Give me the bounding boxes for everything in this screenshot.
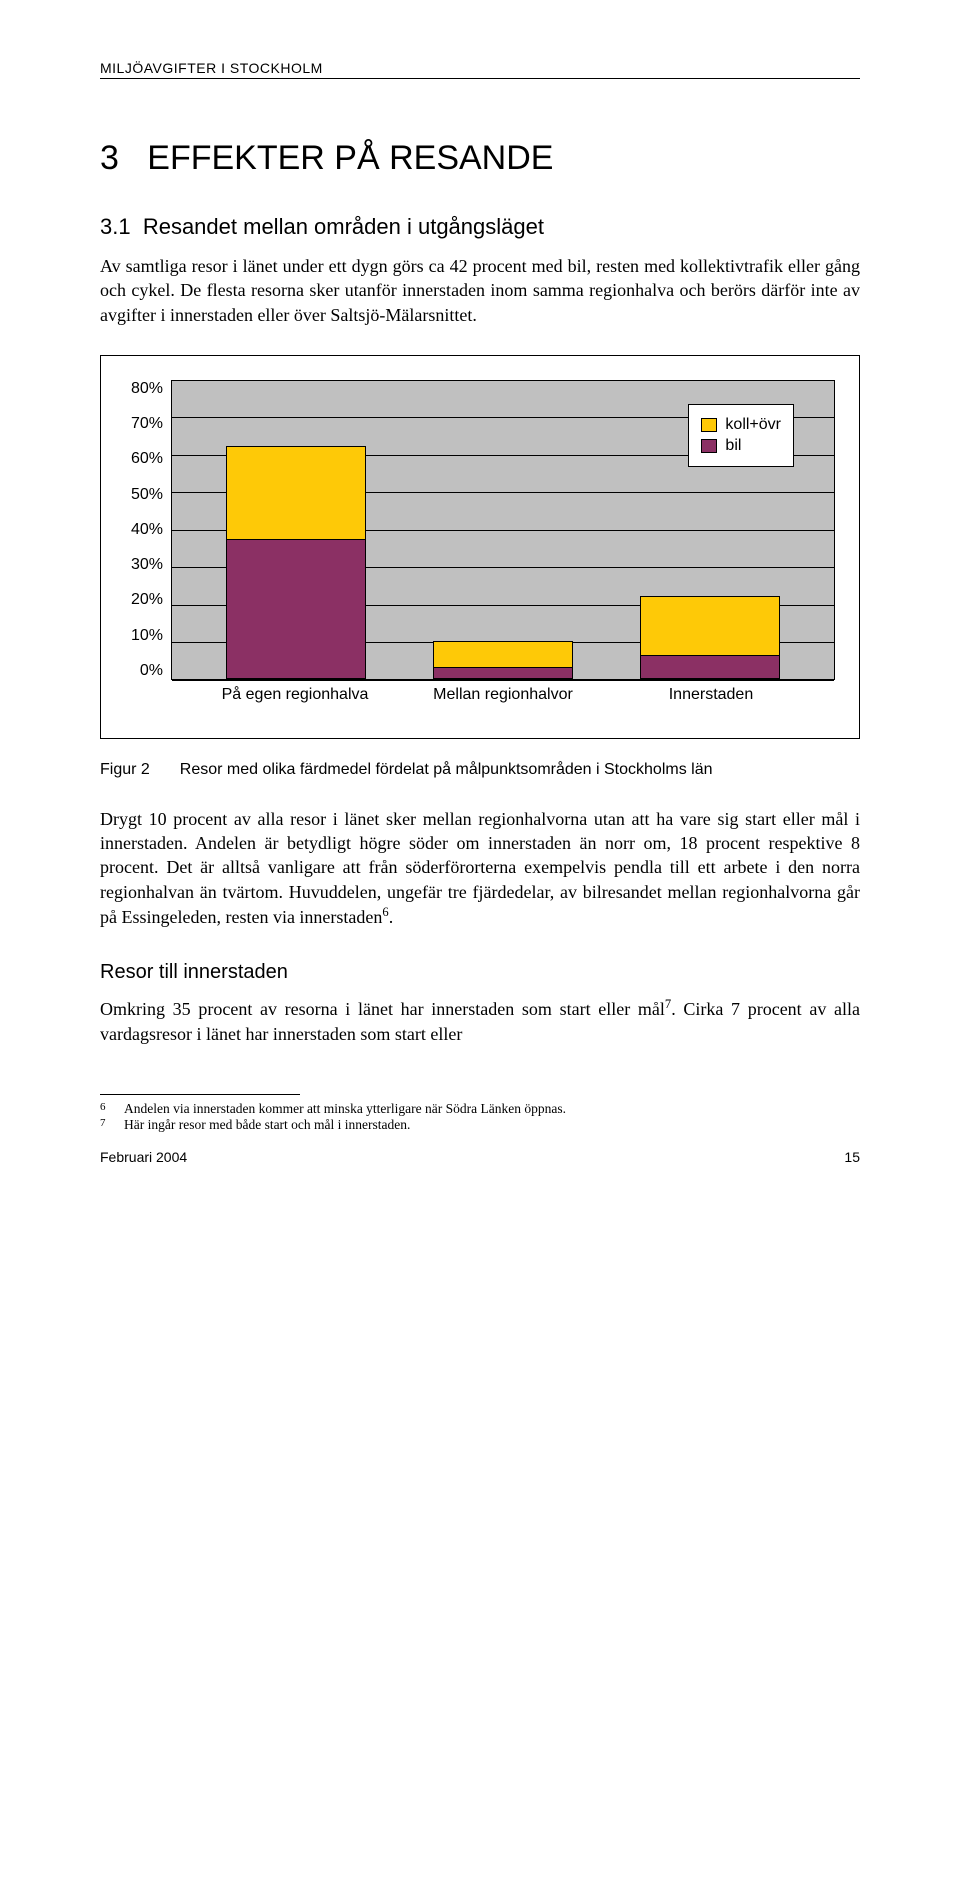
chart-plot-area: koll+övr bil xyxy=(171,380,835,680)
y-tick-label: 20% xyxy=(131,591,163,609)
legend-swatch xyxy=(701,418,717,432)
footnote-7: 7 Här ingår resor med både start och mål… xyxy=(100,1117,860,1133)
chart-container: 80% 70% 60% 50% 40% 30% 20% 10% 0% koll+övr bil P… xyxy=(100,355,860,739)
bar-column xyxy=(433,641,573,679)
x-tick-label: Innerstaden xyxy=(631,686,791,704)
section-heading: 3.1 Resandet mellan områden i utgångsläg… xyxy=(100,214,860,240)
legend-swatch xyxy=(701,439,717,453)
x-tick-label: På egen regionhalva xyxy=(215,686,375,704)
legend-label: koll+övr xyxy=(725,416,781,434)
y-tick-label: 30% xyxy=(131,556,163,574)
subsection-text-1: Omkring 35 procent av resorna i länet ha… xyxy=(100,999,665,1019)
legend-row: koll+övr xyxy=(701,416,781,434)
footnote-text: Här ingår resor med både start och mål i… xyxy=(124,1117,410,1133)
y-tick-label: 50% xyxy=(131,486,163,504)
bar-column xyxy=(226,446,366,679)
subsection-paragraph: Omkring 35 procent av resorna i länet ha… xyxy=(100,996,860,1046)
y-tick-label: 40% xyxy=(131,521,163,539)
chart-legend: koll+övr bil xyxy=(688,404,794,467)
section-paragraph: Av samtliga resor i länet under ett dygn… xyxy=(100,254,860,327)
chart-x-axis-labels: På egen regionhalva Mellan regionhalvor In… xyxy=(171,680,835,704)
footnote-ref-6: 6 xyxy=(382,905,388,919)
footnote-6: 6 Andelen via innerstaden kommer att min… xyxy=(100,1101,860,1117)
footer-page-number: 15 xyxy=(844,1149,860,1165)
gridline xyxy=(172,680,834,681)
footnote-num: 6 xyxy=(100,1101,110,1117)
chart-y-axis: 80% 70% 60% 50% 40% 30% 20% 10% 0% xyxy=(131,380,171,680)
y-tick-label: 60% xyxy=(131,450,163,468)
chapter-heading: 3 EFFEKTER PÅ RESANDE xyxy=(100,139,860,178)
chapter-number: 3 xyxy=(100,139,119,177)
chapter-title: EFFEKTER PÅ RESANDE xyxy=(147,139,553,177)
footer-date: Februari 2004 xyxy=(100,1149,187,1165)
section-number: 3.1 xyxy=(100,214,131,239)
running-header: MILJÖAVGIFTER I STOCKHOLM xyxy=(100,60,860,79)
footnote-num: 7 xyxy=(100,1117,110,1133)
bar-segment-koll-ovr xyxy=(640,596,780,656)
section-title: Resandet mellan områden i utgångsläget xyxy=(143,214,544,239)
subsection-heading: Resor till innerstaden xyxy=(100,961,860,984)
bar-segment-bil xyxy=(433,668,573,679)
legend-label: bil xyxy=(725,437,741,455)
y-tick-label: 10% xyxy=(131,627,163,645)
y-tick-label: 0% xyxy=(140,662,163,680)
footnote-rule xyxy=(100,1094,300,1095)
bar-segment-bil xyxy=(640,656,780,679)
y-tick-label: 80% xyxy=(131,380,163,398)
footnote-text: Andelen via innerstaden kommer att minsk… xyxy=(124,1101,566,1117)
legend-row: bil xyxy=(701,437,781,455)
y-tick-label: 70% xyxy=(131,415,163,433)
figure-label: Figur 2 xyxy=(100,761,150,779)
figure-text: Resor med olika färdmedel fördelat på må… xyxy=(180,761,713,779)
bar-segment-koll-ovr xyxy=(433,641,573,667)
figure-caption: Figur 2 Resor med olika färdmedel fördel… xyxy=(100,761,860,779)
body-paragraph: Drygt 10 procent av alla resor i länet s… xyxy=(100,807,860,929)
body-text: Drygt 10 procent av alla resor i länet s… xyxy=(100,809,860,927)
footnotes: 6 Andelen via innerstaden kommer att min… xyxy=(100,1101,860,1133)
bar-column xyxy=(640,596,780,679)
x-tick-label: Mellan regionhalvor xyxy=(423,686,583,704)
bar-segment-koll-ovr xyxy=(226,446,366,540)
bar-segment-bil xyxy=(226,540,366,679)
page-footer: Februari 2004 15 xyxy=(100,1149,860,1165)
